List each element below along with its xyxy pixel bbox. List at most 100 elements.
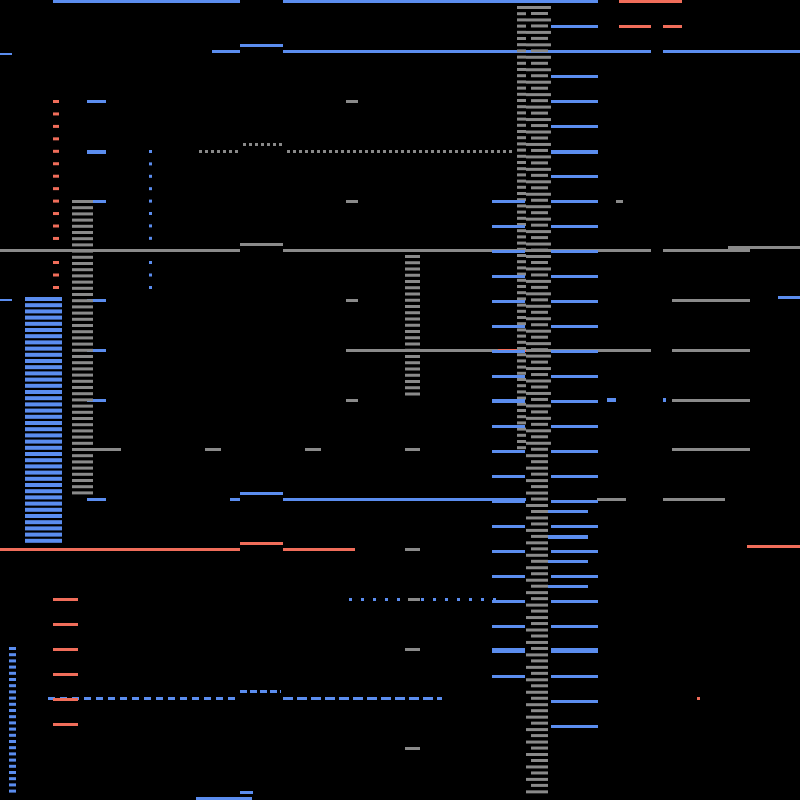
center-ladder-stripe — [531, 783, 548, 787]
blue-right-tick — [551, 648, 598, 652]
center-ladder-stripe — [531, 236, 548, 240]
gray-dots — [329, 150, 332, 153]
gray-line — [663, 249, 750, 252]
gray-ladder-stripe — [72, 361, 93, 365]
center-ladder-stripe — [517, 285, 526, 288]
blue-dashes — [216, 697, 223, 700]
center-ladder-stripe — [531, 360, 548, 364]
gray-ladder-stripe — [72, 373, 93, 377]
blue-block-stripe — [25, 334, 62, 339]
gray-ladder-stripe — [405, 348, 420, 352]
gray-dots — [377, 150, 380, 153]
blue-dots — [481, 598, 484, 601]
gray-ladder-stripe — [72, 249, 93, 253]
blue-left-tick — [492, 675, 525, 678]
center-ladder-stripe — [517, 347, 526, 350]
blue-block-stripe — [25, 520, 62, 525]
gray-tick — [405, 548, 420, 551]
center-ladder-stripe — [517, 241, 526, 245]
center-ladder-stripe — [526, 93, 548, 97]
center-ladder-edge — [548, 93, 551, 97]
center-ladder-stripe — [517, 111, 526, 115]
center-ladder-stripe — [517, 396, 526, 400]
center-ladder-edge — [548, 105, 551, 109]
blue-bottom-stripe — [9, 746, 16, 750]
center-ladder-stripe — [531, 49, 548, 53]
blue-right-tick — [548, 510, 588, 513]
center-ladder-stripe — [531, 734, 548, 738]
center-ladder-stripe — [517, 6, 526, 9]
center-ladder-stripe — [531, 759, 548, 762]
center-ladder-stripe — [531, 136, 548, 140]
center-ladder-stripe — [526, 516, 548, 520]
blue-dashes — [311, 697, 321, 700]
gray-ladder-stripe — [72, 342, 93, 346]
blue-right-tick — [551, 400, 598, 403]
gray-dots — [235, 150, 238, 153]
blue-right-tick — [551, 50, 598, 53]
center-ladder-stripe — [526, 105, 548, 109]
blue-left-tick — [492, 399, 525, 403]
gray-ladder-stripe — [72, 280, 93, 284]
blue-block-stripe — [25, 452, 62, 456]
center-ladder-stripe — [526, 454, 548, 458]
blue-right-tick — [551, 550, 598, 553]
center-ladder-stripe — [517, 30, 526, 34]
gray-ladder-stripe — [72, 200, 93, 203]
blue-left-tick — [492, 225, 525, 228]
blue-block-stripe — [25, 414, 62, 419]
blue-small — [663, 398, 666, 402]
gray-dots — [341, 150, 344, 153]
center-ladder-edge — [548, 304, 551, 308]
bottom-tick — [240, 791, 253, 794]
center-ladder-stripe — [526, 404, 548, 408]
gray-ladder-stripe — [72, 299, 93, 303]
gray-dots — [497, 150, 500, 153]
blue-tick — [87, 200, 106, 203]
center-ladder-edge — [548, 30, 551, 34]
blue-dots — [433, 598, 436, 601]
center-ladder-stripe — [531, 447, 548, 451]
center-ladder-stripe — [531, 397, 548, 401]
blue-right-tick — [551, 625, 598, 628]
blue-block-stripe — [25, 445, 62, 450]
gray-ladder-stripe — [72, 466, 93, 470]
center-ladder-stripe — [517, 123, 526, 127]
blue-dashes — [144, 697, 151, 700]
gray-dots — [509, 150, 512, 153]
center-ladder-stripe — [531, 198, 548, 202]
center-ladder-stripe — [526, 504, 548, 507]
gray-ladder-stripe — [72, 386, 93, 389]
gray-ladder-stripe — [72, 206, 93, 210]
gray-dots — [299, 150, 302, 153]
gray-ladder-stripe — [405, 380, 420, 383]
gray-right-line — [672, 349, 750, 352]
blue-block-stripe — [25, 476, 62, 481]
blue-left-tick — [492, 648, 525, 652]
blue-right-tick — [551, 250, 598, 253]
center-ladder-stripe — [526, 68, 548, 72]
center-ladder-stripe — [526, 217, 548, 221]
center-ladder-stripe — [517, 247, 526, 251]
center-ladder-edge — [548, 441, 551, 445]
gray-dots — [413, 150, 416, 153]
center-ladder-stripe — [517, 105, 526, 109]
blue-dashes — [367, 697, 377, 700]
blue-right-tick — [551, 25, 598, 28]
orange-dash — [53, 598, 78, 601]
top-line-orange — [619, 0, 682, 3]
blue-block-stripe — [25, 470, 62, 475]
center-ladder-stripe — [526, 678, 548, 682]
blue-block-stripe — [25, 297, 62, 301]
orange-dash — [53, 648, 78, 651]
blue-dashes — [250, 690, 257, 693]
gray-ladder-stripe — [405, 373, 420, 377]
gray-dots — [365, 150, 368, 153]
blue-dashes — [228, 697, 235, 700]
center-ladder-edge — [548, 429, 551, 433]
blue-dots — [469, 598, 472, 601]
blue-dashes — [325, 697, 335, 700]
gray-ladder-stripe — [72, 218, 93, 222]
gray-ladder-stripe — [72, 410, 93, 414]
